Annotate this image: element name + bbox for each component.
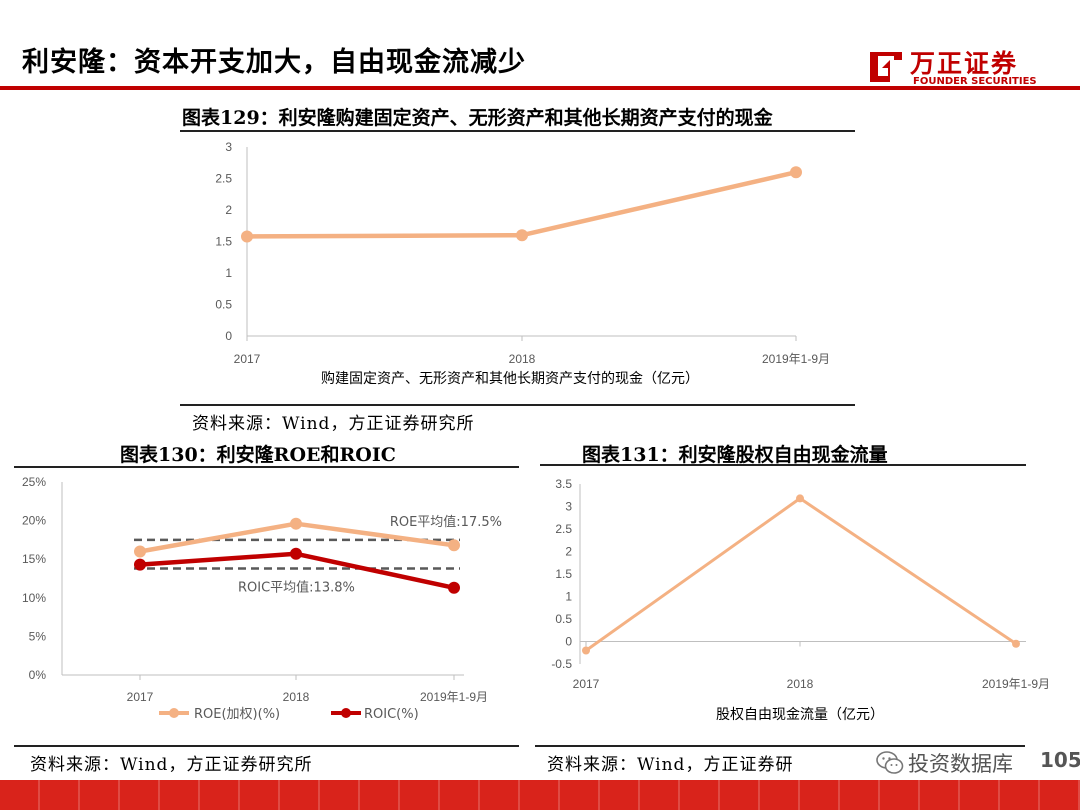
data-point [134, 558, 146, 571]
x-tick-label: 2017 [234, 352, 261, 366]
data-point [1012, 639, 1020, 648]
data-point [582, 646, 590, 655]
y-tick-label: 1 [225, 266, 232, 280]
chart-129: 0 0.5 1 1.5 2 2.5 3 2017 2018 2019年1-9月购建固定资产、无形资… [215, 140, 830, 387]
y-tick-label: 1.5 [215, 235, 232, 249]
chart-130-bottom-rule [14, 745, 519, 747]
logo-subtitle: FOUNDER SECURITIES [913, 76, 1037, 87]
data-point [516, 229, 528, 242]
chart-130-title-rule [14, 466, 519, 468]
x-tick-label: 2019年1-9月 [762, 352, 830, 366]
wechat-icon [876, 751, 904, 774]
y-tick-label: 0 [225, 329, 232, 343]
y-tick-label: 0% [29, 668, 47, 682]
y-tick-label: 25% [22, 475, 46, 489]
y-tick-label: 5% [29, 629, 47, 643]
y-tick-label: 3 [565, 500, 572, 514]
data-point [134, 545, 146, 558]
legend-marker [341, 708, 351, 718]
series-line [246, 170, 797, 239]
data-point [241, 230, 253, 243]
x-tick-label: 2018 [509, 352, 536, 366]
data-point [290, 517, 302, 530]
reference-label: ROE平均值:17.5% [390, 514, 502, 530]
y-tick-label: 20% [22, 514, 46, 528]
legend-marker [169, 708, 179, 718]
y-tick-label: 1 [565, 590, 572, 604]
y-tick-label: 2 [225, 203, 232, 217]
x-tick-label: 2018 [283, 690, 310, 704]
y-tick-label: -0.5 [551, 657, 572, 671]
chart-131-title-rule [540, 464, 1026, 466]
chart-131: -0.5 0 0.5 1 1.5 2 2.5 3 3.5 2017 2018 2019年1-9月股权自… [551, 477, 1050, 723]
legend-label: 股权自由现金流量（亿元） [716, 707, 884, 723]
chart-129-title-rule [180, 130, 855, 132]
chart-130-source: 资料来源：Wind，方正证券研究所 [30, 755, 313, 775]
page-number: 105 [1040, 748, 1080, 772]
data-point [790, 166, 802, 179]
reference-label: ROIC平均值:13.8% [238, 579, 355, 595]
chart-129-bottom-rule [180, 404, 855, 406]
page-title: 利安隆：资本开支加大，自由现金流减少 [22, 47, 526, 78]
y-tick-label: 0 [565, 635, 572, 649]
title-underline [0, 86, 1080, 90]
legend-label: 购建固定资产、无形资产和其他长期资产支付的现金（亿元） [321, 371, 699, 387]
legend-label: ROE(加权)(%) [194, 706, 280, 722]
x-tick-label: 2018 [787, 677, 814, 691]
y-tick-label: 2.5 [215, 172, 232, 186]
logo-text: 万正证券 [910, 49, 1019, 78]
y-tick-label: 2.5 [555, 522, 572, 536]
founder-logo-icon [870, 52, 902, 82]
y-tick-label: 3 [225, 140, 232, 154]
y-tick-label: 15% [22, 552, 46, 566]
y-tick-label: 0.5 [555, 612, 572, 626]
series-line [585, 496, 1017, 652]
data-point [290, 547, 302, 560]
x-tick-label: 2019年1-9月 [982, 677, 1050, 691]
chart-130-title: 图表130：利安隆ROE和ROIC [120, 444, 396, 466]
x-tick-label: 2019年1-9月 [420, 690, 488, 704]
footer-pattern [0, 780, 1080, 810]
y-tick-label: 1.5 [555, 567, 572, 581]
legend-label: ROIC(%) [364, 707, 419, 722]
footer-bar [0, 780, 1080, 810]
watermark-text: 投资数据库 [908, 752, 1013, 776]
chart-130: 0% 5% 10% 15% 20% 25% 2017 2018 2019年1-9月 ROE平均值:… [22, 475, 502, 722]
data-point [796, 494, 804, 503]
data-point [448, 581, 460, 594]
y-tick-label: 2 [565, 545, 572, 559]
y-tick-label: 10% [22, 591, 46, 605]
chart-131-source: 资料来源：Wind，方正证券研 [547, 755, 794, 775]
y-tick-label: 0.5 [215, 298, 232, 312]
chart-129-source: 资料来源：Wind，方正证券研究所 [192, 414, 475, 434]
data-point [448, 539, 460, 552]
y-tick-label: 3.5 [555, 477, 572, 491]
chart-129-title: 图表129：利安隆购建固定资产、无形资产和其他长期资产支付的现金 [182, 107, 773, 129]
x-tick-label: 2017 [573, 677, 600, 691]
x-tick-label: 2017 [127, 690, 154, 704]
chart-131-title: 图表131：利安隆股权自由现金流量 [582, 444, 888, 466]
chart-131-bottom-rule [535, 745, 1025, 747]
